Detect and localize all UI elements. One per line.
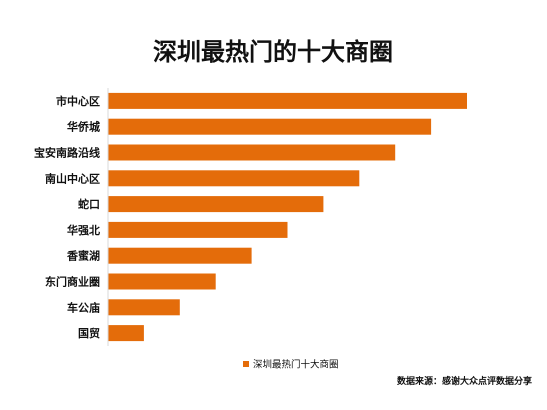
bar-9 bbox=[108, 299, 180, 316]
bar-2 bbox=[108, 118, 432, 135]
legend-swatch bbox=[243, 361, 249, 367]
bars-group bbox=[108, 92, 467, 342]
category-label-7: 香蜜湖 bbox=[66, 249, 100, 263]
legend: 深圳最热门十大商圈 bbox=[243, 359, 339, 371]
chart-title: 深圳最热门的十大商圈 bbox=[153, 38, 393, 66]
category-label-6: 华强北 bbox=[67, 223, 100, 237]
category-label-4: 南山中心区 bbox=[45, 171, 100, 185]
bar-6 bbox=[108, 221, 288, 238]
bar-5 bbox=[108, 196, 324, 213]
category-label-5: 蛇口 bbox=[78, 197, 100, 211]
source-note: 数据来源：感谢大众点评数据分享 bbox=[397, 375, 532, 387]
category-label-10: 国贸 bbox=[78, 326, 100, 340]
legend-label: 深圳最热门十大商圈 bbox=[253, 359, 339, 371]
category-label-8: 东门商业圈 bbox=[45, 275, 100, 289]
bar-10 bbox=[108, 325, 144, 342]
category-label-1: 市中心区 bbox=[56, 94, 100, 108]
bar-4 bbox=[108, 170, 360, 187]
bar-7 bbox=[108, 247, 252, 264]
category-label-9: 车公庙 bbox=[67, 300, 100, 314]
bar-8 bbox=[108, 273, 216, 290]
bar-1 bbox=[108, 92, 467, 109]
category-label-3: 宝安南路沿线 bbox=[34, 146, 100, 160]
bar-3 bbox=[108, 144, 396, 161]
category-label-2: 华侨城 bbox=[67, 120, 100, 134]
